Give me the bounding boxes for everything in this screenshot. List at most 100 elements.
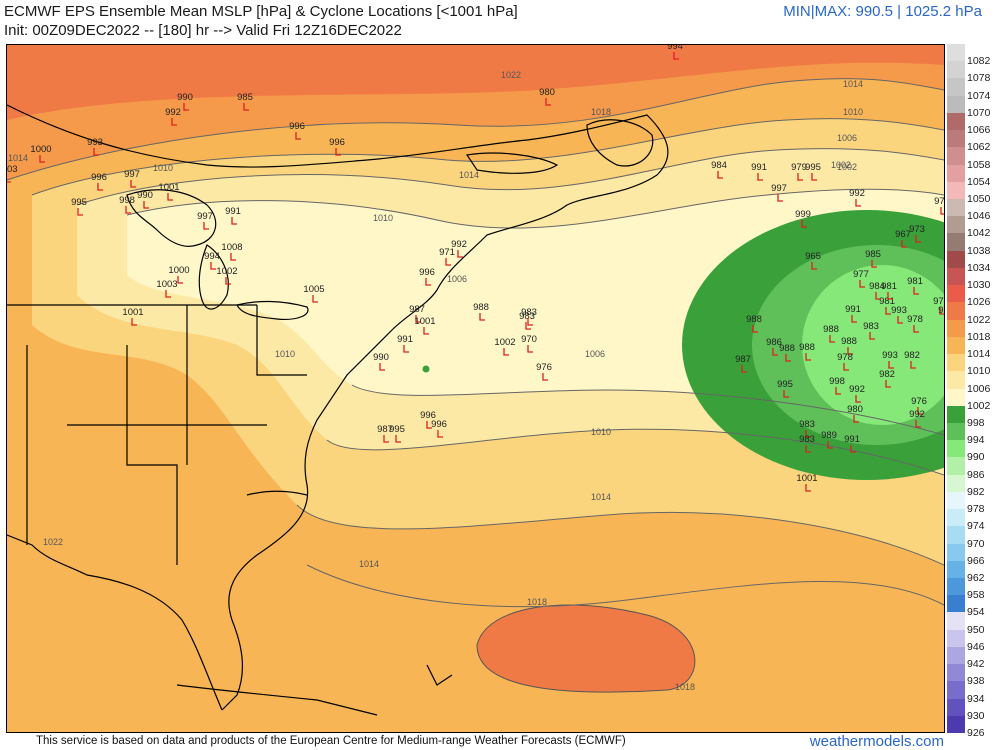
cyclone-marker: 996 [431,419,447,438]
colorbar-label: 942 [967,658,985,671]
cyclone-marker-tick [415,315,421,323]
cyclone-marker: 995 [71,197,87,216]
cyclone-pressure-label: 1002 [216,266,237,277]
cyclone-marker: 978 [907,314,923,333]
colorbar-cell [947,319,965,338]
cyclone-marker: 991 [225,206,241,225]
colorbar-cell [947,388,965,407]
cyclone-marker-tick [752,325,758,333]
cyclone-marker-tick [93,148,99,156]
cyclone-marker: 997 [197,211,213,230]
cyclone-marker-tick [910,361,916,369]
cyclone-marker-tick [888,361,894,369]
cyclone-marker: 990 [177,92,193,111]
cyclone-marker-tick [827,441,833,449]
cyclone-marker: 990 [373,352,389,371]
cyclone-marker-tick [7,181,11,183]
cyclone-marker-tick [851,315,857,323]
cyclone-marker-tick [915,235,921,243]
header: ECMWF EPS Ensemble Mean MSLP [hPa] & Cyc… [0,0,1000,44]
cyclone-pressure-label: 1008 [221,242,242,253]
cyclone-marker: 965 [805,251,821,270]
cyclone-pressure-label: 997 [124,169,140,180]
cyclone-marker-tick [383,435,389,443]
cyclone-marker: 987 [377,424,393,443]
cyclone-marker: 993 [882,350,898,369]
cyclone-marker-tick [869,332,875,340]
cyclone-marker-tick [855,395,861,403]
colorbar-cell [947,371,965,389]
cyclone-pressure-label: 994 [204,251,220,262]
cyclone-marker: 994 [204,251,220,270]
cyclone-marker: 987 [409,304,425,323]
cyclone-marker: 992 [451,239,467,258]
colorbar-label: 954 [967,606,985,619]
cyclone-pressure-label: 988 [823,324,839,335]
cyclone-pressure-label: 993 [882,350,898,361]
isobar-value-label: 1010 [843,107,863,117]
colorbar-label: 958 [967,589,985,602]
cyclone-pressure-label: 1001 [122,307,143,318]
cyclone-marker-tick [425,278,431,286]
cyclone-marker-tick [130,180,136,188]
colorbar-label: 970 [967,537,985,550]
colorbar-cell [947,474,965,493]
cyclone-pressure-label: 988 [841,336,857,347]
colorbar-cell [947,130,965,148]
cyclone-marker-tick [143,201,149,209]
cyclone-pressure-label: 1003 [7,164,18,175]
cyclone-marker: 1001 [414,316,436,335]
colorbar-label: 1018 [967,330,991,343]
cyclone-pressure-label: 977 [938,305,944,316]
cyclone-pressure-label: 979 [933,296,944,307]
cyclone-pressure-label: 1003 [156,279,177,290]
cyclone-pressure-label: 998 [119,195,135,206]
cyclone-marker-tick [243,103,249,111]
cyclone-marker: 980 [539,87,555,106]
isobar-value-label: 1002 [837,162,857,172]
cyclone-marker-tick [855,199,861,207]
cyclone-pressure-label: 981 [907,276,923,287]
cyclone-marker-tick [231,217,237,225]
cyclone-marker: 983 [863,321,879,340]
colorbar-cell [947,715,965,734]
cyclone-marker: 981 [907,276,923,295]
colorbar-cell [947,216,965,234]
cyclone-pressure-label: 977 [853,269,869,280]
cyclone-pressure-label: 1000 [168,265,189,276]
ecmwf-attribution: This service is based on data and produc… [36,735,626,747]
cyclone-marker-tick [917,407,923,415]
cyclone-marker-tick [901,240,907,248]
colorbar-cell [947,95,965,114]
cyclone-pressure-label: 996 [289,121,305,132]
cyclone-pressure-label: 976 [536,362,552,373]
low-990-contour [802,265,944,425]
colorbar-label: 946 [967,640,985,653]
cyclone-marker: 988 [841,336,857,355]
cyclone-marker-tick [125,206,131,214]
cyclone-marker-tick [183,103,189,111]
colorbar-label: 1038 [967,244,991,257]
cyclone-marker: 981 [881,281,897,300]
colorbar-cell [947,681,965,700]
colorbar-label: 1066 [967,124,991,137]
cyclone-pressure-label: 996 [91,172,107,183]
cyclone-marker: 998 [829,376,845,395]
cyclone-marker: 979 [791,162,807,181]
cyclone-marker: 973 [909,224,925,243]
isobar-value-label: 1006 [585,349,605,359]
colorbar-label: 1014 [967,348,991,361]
colorbar-label: 1022 [967,313,991,326]
cyclone-marker-tick [875,292,881,300]
colorbar-cell [947,302,965,321]
isobar-lines [7,78,944,608]
cyclone-marker-tick [542,373,548,381]
cyclone-marker-tick [230,253,236,261]
colorbar-cell [947,78,965,97]
cyclone-pressure-label: 1001 [414,316,435,327]
cyclone-pressure-label: 983 [799,434,815,445]
cyclone-marker-tick [717,171,723,179]
cyclone-marker: 995 [805,162,821,181]
cyclone-pressure-label: 990 [373,352,389,363]
cyclone-pressure-label: 980 [539,87,555,98]
